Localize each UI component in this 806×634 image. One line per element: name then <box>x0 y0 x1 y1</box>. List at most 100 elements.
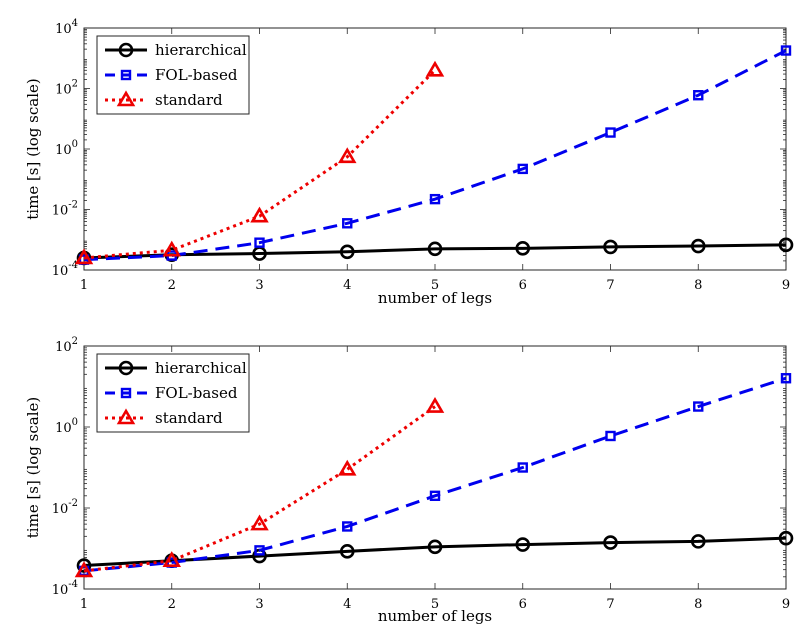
data-point-square <box>429 490 441 502</box>
data-point-circle <box>339 244 355 260</box>
legend-label: FOL-based <box>155 384 238 402</box>
data-point-square <box>693 401 704 412</box>
x-tick-label: 5 <box>431 278 439 293</box>
data-point-triangle <box>162 551 182 567</box>
y-axis-label: time [s] (log scale) <box>24 78 42 219</box>
data-point-square <box>254 237 265 248</box>
legend-label: hierarchical <box>155 41 247 59</box>
data-point-circle <box>778 237 794 253</box>
data-point-square <box>429 193 441 205</box>
legend-marker-circle <box>118 360 134 376</box>
data-point-square <box>517 462 528 473</box>
y-tick-exponent: -4 <box>68 260 78 271</box>
data-point-circle <box>339 544 355 559</box>
y-tick-base: 10 <box>52 264 69 279</box>
data-point-circle <box>76 558 92 573</box>
y-axis-label: time [s] (log scale) <box>24 397 42 538</box>
y-tick-exponent: -2 <box>68 498 78 509</box>
data-point-triangle <box>425 60 445 77</box>
data-point-square <box>693 90 704 101</box>
data-point-circle <box>427 539 443 555</box>
legend-label: standard <box>155 91 223 109</box>
y-tick-label: 10-2 <box>52 498 78 517</box>
data-point-triangle <box>425 396 445 413</box>
y-tick-exponent: 0 <box>72 139 78 150</box>
series-fol-based <box>78 45 792 265</box>
legend-marker-square <box>120 69 132 81</box>
data-point-square <box>254 545 265 556</box>
series-standard <box>74 60 445 265</box>
y-tick-label: 10-4 <box>52 260 78 279</box>
x-tick-label: 7 <box>606 278 614 293</box>
x-tick-label: 9 <box>782 597 790 612</box>
data-point-square <box>605 127 616 138</box>
data-point-circle <box>515 537 531 552</box>
series-line <box>83 49 787 262</box>
x-tick-label: 3 <box>255 278 263 293</box>
data-point-square <box>342 521 353 532</box>
x-tick-label: 2 <box>168 278 176 293</box>
series-line <box>83 405 436 573</box>
x-tick-label: 6 <box>519 278 527 293</box>
legend-marker-triangle <box>116 90 136 107</box>
y-tick-label: 100 <box>55 139 78 158</box>
data-point-square <box>342 218 353 229</box>
y-tick-base: 10 <box>52 502 69 517</box>
series-line <box>83 376 787 573</box>
y-tick-exponent: 0 <box>72 417 78 428</box>
data-point-triangle <box>337 459 357 476</box>
y-tick-base: 10 <box>55 143 72 158</box>
y-tick-base: 10 <box>55 83 72 98</box>
x-tick-label: 8 <box>694 597 702 612</box>
axes-frame <box>83 27 787 271</box>
data-point-triangle <box>74 248 94 265</box>
data-point-circle <box>603 239 618 255</box>
data-point-circle <box>690 534 706 549</box>
y-tick-base: 10 <box>52 583 69 598</box>
y-tick-base: 10 <box>52 204 69 219</box>
x-tick-label: 7 <box>606 597 614 612</box>
series-standard <box>74 396 445 578</box>
legend-label: hierarchical <box>155 359 247 377</box>
data-point-square <box>605 430 616 442</box>
legend: hierarchical FOL-based standard <box>96 35 250 115</box>
x-tick-label: 5 <box>431 597 439 612</box>
data-point-circle <box>603 535 618 550</box>
x-tick-label: 6 <box>519 597 527 612</box>
x-tick-label: 1 <box>80 278 88 293</box>
x-tick-label: 8 <box>694 278 702 293</box>
x-tick-label: 4 <box>343 278 351 293</box>
y-tick-exponent: -4 <box>68 579 78 590</box>
legend-label: standard <box>155 409 223 427</box>
legend-marker-square <box>120 387 132 399</box>
y-tick-label: 104 <box>55 18 78 37</box>
legend: hierarchical FOL-based standard <box>96 353 250 433</box>
y-tick-exponent: -2 <box>68 200 78 211</box>
legend-marker-triangle <box>116 408 136 425</box>
data-point-circle <box>778 530 794 546</box>
data-point-triangle <box>250 514 269 531</box>
y-tick-base: 10 <box>55 421 72 436</box>
y-tick-exponent: 4 <box>72 18 78 29</box>
data-point-triangle <box>74 561 94 578</box>
data-point-triangle <box>337 147 357 164</box>
axes-frame <box>83 345 787 590</box>
x-tick-label: 1 <box>80 597 88 612</box>
x-tick-label: 9 <box>782 278 790 293</box>
data-point-square <box>780 373 792 384</box>
data-point-circle <box>427 241 443 257</box>
data-point-square <box>517 163 528 175</box>
data-point-square <box>780 45 792 56</box>
x-axis-label: number of legs <box>378 289 492 307</box>
y-tick-label: 100 <box>55 417 78 436</box>
data-point-triangle <box>250 206 269 223</box>
series-line <box>83 69 437 260</box>
y-tick-label: 10-4 <box>52 579 78 598</box>
y-tick-label: 10-2 <box>52 200 78 219</box>
x-tick-label: 2 <box>168 597 176 612</box>
y-tick-label: 102 <box>55 336 78 355</box>
x-axis-label: number of legs <box>378 607 492 625</box>
